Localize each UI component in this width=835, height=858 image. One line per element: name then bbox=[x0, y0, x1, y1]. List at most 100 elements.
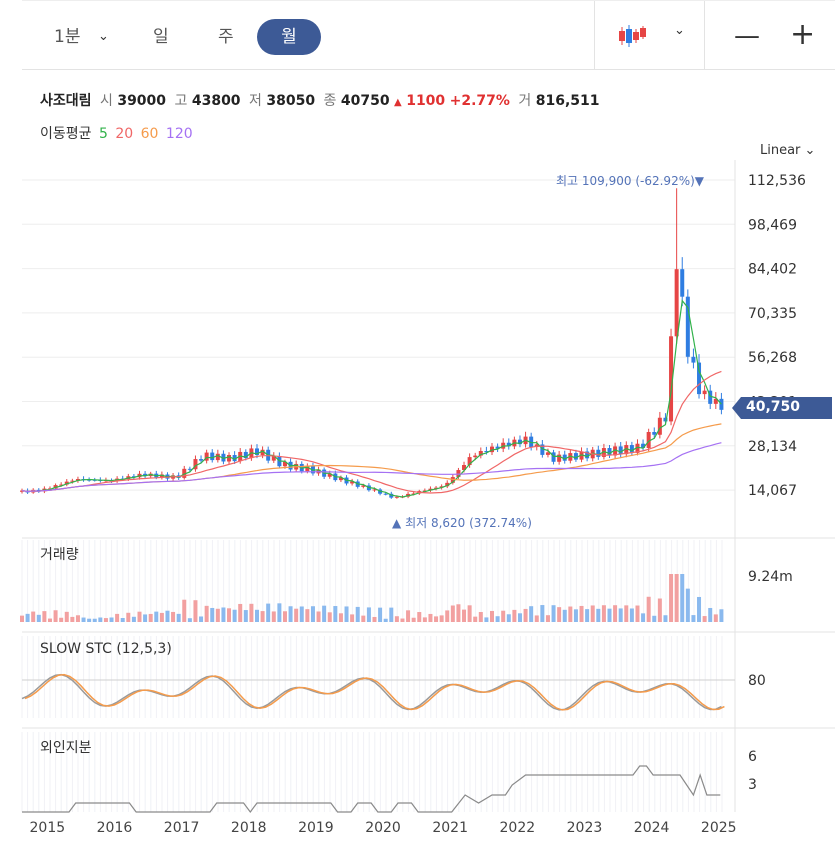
volume-bar bbox=[137, 611, 142, 622]
volume-bar bbox=[478, 612, 483, 622]
close-value: 40750 bbox=[340, 93, 390, 109]
chevron-down-icon[interactable]: ⌄ bbox=[98, 29, 109, 44]
candle-body bbox=[92, 479, 97, 481]
volume-bar bbox=[120, 617, 125, 622]
volume-bar bbox=[422, 617, 427, 622]
volume-bar bbox=[473, 616, 478, 622]
volume-bar bbox=[344, 606, 349, 622]
y-tick-label: 56,268 bbox=[748, 350, 797, 366]
candle-body bbox=[31, 489, 36, 493]
candle-body bbox=[529, 436, 534, 448]
volume-bar bbox=[702, 616, 707, 622]
max-annotation: 최고 109,900 (-62.92%)▼ bbox=[556, 172, 704, 189]
volume-bar bbox=[685, 588, 690, 622]
volume-bar bbox=[456, 604, 461, 622]
candlestick-type-icon[interactable] bbox=[618, 23, 646, 49]
volume-bar bbox=[159, 612, 164, 622]
volume-bar bbox=[506, 614, 511, 622]
y-tick-label: 14,067 bbox=[748, 483, 797, 499]
volume-bar bbox=[434, 616, 439, 622]
volume-bar bbox=[316, 611, 321, 622]
volume-bar bbox=[47, 618, 52, 622]
volume-bar bbox=[25, 613, 30, 622]
candle-body bbox=[322, 469, 327, 477]
candle-body bbox=[199, 459, 204, 461]
ma-20-line bbox=[21, 370, 722, 494]
x-tick-label: 2025 bbox=[701, 820, 737, 836]
candle-body bbox=[305, 466, 310, 472]
candle-body bbox=[159, 474, 164, 478]
volume-bar bbox=[713, 614, 718, 622]
volume-bar bbox=[53, 610, 58, 622]
chart-type-chevron-icon[interactable]: ⌄ bbox=[674, 23, 685, 38]
candle-body bbox=[227, 455, 232, 462]
candle-body bbox=[103, 480, 108, 482]
scale-selector[interactable]: Linear ⌄ bbox=[760, 143, 815, 158]
candle-body bbox=[389, 493, 394, 498]
volume-value: 816,511 bbox=[535, 93, 600, 109]
low-label: 저 bbox=[249, 93, 262, 109]
volume-bar bbox=[294, 608, 299, 622]
x-tick-label: 2015 bbox=[30, 820, 66, 836]
candle-body bbox=[456, 470, 461, 478]
candle-body bbox=[182, 468, 187, 478]
volume-bar bbox=[87, 618, 92, 622]
up-triangle-icon: ▲ bbox=[392, 516, 402, 530]
candle-body bbox=[143, 473, 148, 477]
volume-bar bbox=[551, 605, 556, 622]
high-value: 43800 bbox=[191, 93, 241, 109]
candle-body bbox=[70, 480, 75, 482]
x-tick-label: 2018 bbox=[231, 820, 267, 836]
volume-bar bbox=[271, 611, 276, 622]
stc-tick-label: 80 bbox=[748, 673, 766, 689]
candle-body bbox=[238, 451, 243, 462]
candle-body bbox=[540, 444, 545, 455]
volume-bar bbox=[193, 600, 198, 622]
timeframe-day[interactable]: 일 bbox=[153, 27, 169, 47]
volume-bar bbox=[238, 603, 243, 622]
volume-bar bbox=[305, 609, 310, 622]
timeframe-week[interactable]: 주 bbox=[218, 27, 234, 47]
candle-body bbox=[568, 453, 573, 461]
candle-body bbox=[506, 442, 511, 447]
volume-bar bbox=[389, 607, 394, 622]
volume-bar bbox=[540, 605, 545, 622]
candle-body bbox=[585, 451, 590, 459]
stc-title: SLOW STC (12,5,3) bbox=[40, 641, 172, 657]
candle-body bbox=[344, 477, 349, 484]
candle-body bbox=[75, 479, 80, 481]
candle-body bbox=[98, 479, 103, 481]
volume-bar bbox=[445, 610, 450, 622]
candle-body bbox=[361, 485, 366, 487]
volume-bar bbox=[109, 617, 114, 622]
volume-bar bbox=[462, 609, 467, 622]
candle-body bbox=[484, 451, 489, 453]
ma-legend: 이동평균 5 20 60 120 bbox=[40, 123, 193, 143]
volume-bar bbox=[59, 617, 64, 622]
zoom-out-icon[interactable]: — bbox=[734, 21, 760, 51]
change-value: 1100 bbox=[406, 93, 446, 109]
volume-bar bbox=[176, 613, 181, 622]
candle-body bbox=[59, 484, 64, 486]
candle-body bbox=[517, 439, 522, 445]
candle-body bbox=[467, 457, 472, 466]
ma-legend-label: 이동평균 bbox=[40, 126, 92, 142]
y-tick-label: 28,134 bbox=[748, 439, 797, 455]
candle-body bbox=[165, 474, 170, 479]
volume-bar bbox=[629, 608, 634, 622]
foreign-title: 외인지분 bbox=[40, 740, 92, 756]
candle-body bbox=[635, 443, 640, 453]
candle-body bbox=[445, 482, 450, 487]
timeframe-month[interactable]: 월 bbox=[257, 19, 321, 55]
candle-body bbox=[641, 443, 646, 448]
candle-body bbox=[534, 444, 539, 448]
candle-body bbox=[646, 432, 651, 448]
volume-bar bbox=[529, 606, 534, 622]
candle-body bbox=[137, 473, 142, 478]
timeframe-1min[interactable]: 1분 bbox=[54, 19, 80, 55]
volume-bar bbox=[573, 609, 578, 622]
zoom-in-icon[interactable]: + bbox=[790, 17, 816, 52]
stc-k-line bbox=[21, 673, 722, 711]
open-value: 39000 bbox=[117, 93, 167, 109]
volume-label: 거 bbox=[518, 93, 532, 109]
